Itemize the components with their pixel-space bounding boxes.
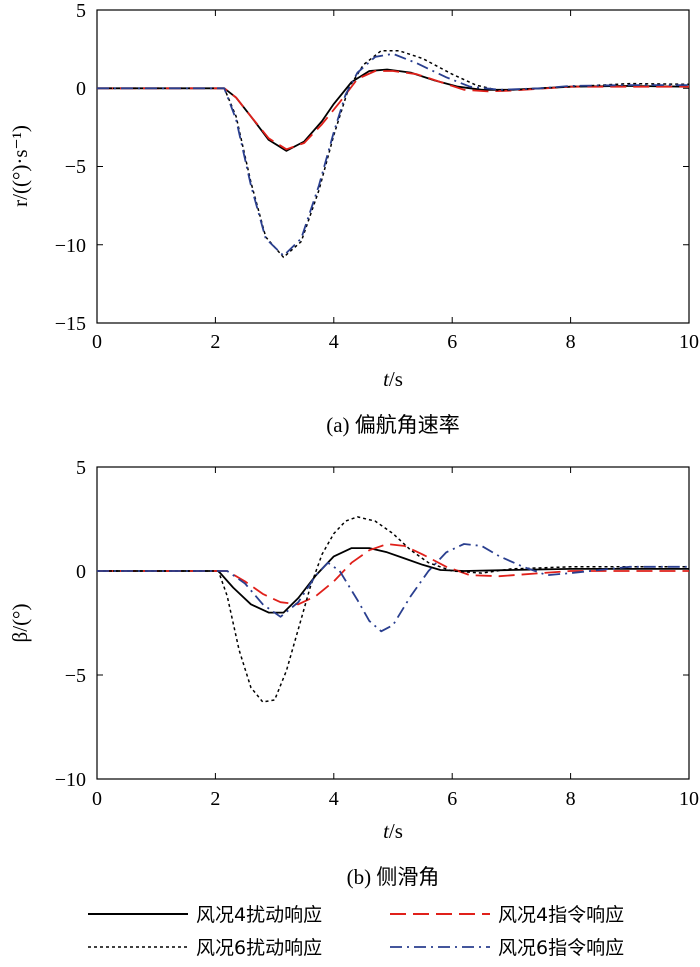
y-tick-labels-b: 5 0 −5 −10	[55, 457, 86, 791]
y-tick-label: −5	[65, 665, 86, 687]
y-tick-label: 0	[76, 561, 86, 583]
legend: 风况4扰动响应 风况4指令响应 风况6扰动响应 风况6指令响应	[88, 904, 624, 959]
series-line-wind6-disturbance	[97, 516, 689, 703]
legend-label-wind4-disturbance: 风况4扰动响应	[196, 904, 322, 926]
panel-sideslip: 0 2 4 6 8 10 5 0 −5 −10 t/s β/(°) (b) 侧滑…	[8, 457, 699, 889]
y-tick-label: 5	[76, 0, 86, 22]
x-axis-label-b: t/s	[383, 819, 403, 843]
x-tick-label: 2	[210, 788, 220, 810]
legend-label-wind6-disturbance: 风况6扰动响应	[196, 937, 322, 959]
plot-frame-b	[96, 466, 690, 780]
ticks-b	[96, 466, 690, 780]
series-line-wind6-command	[97, 543, 689, 633]
x-tick-label: 0	[92, 788, 102, 810]
caption-b: (b) 侧滑角	[347, 865, 440, 889]
x-tick-label: 6	[447, 788, 457, 810]
ticks-a	[96, 9, 690, 324]
x-axis-label-a: t/s	[383, 367, 403, 391]
x-tick-label: 4	[329, 788, 339, 810]
x-tick-label: 10	[679, 788, 699, 810]
series-line-wind6-disturbance	[97, 49, 690, 259]
x-tick-label: 6	[447, 331, 457, 353]
y-tick-labels-a: 5 0 −5 −10 −15	[55, 0, 86, 335]
x-tick-label: 8	[566, 331, 576, 353]
y-axis-label-b: β/(°)	[8, 604, 32, 643]
y-tick-label: 5	[76, 457, 86, 479]
series-line-wind4-disturbance	[97, 547, 689, 614]
series-line-wind4-disturbance	[97, 68, 690, 152]
y-tick-label: −10	[55, 769, 86, 791]
x-tick-label: 8	[566, 788, 576, 810]
x-tick-label: 4	[329, 331, 339, 353]
x-tick-label: 10	[679, 331, 699, 353]
y-axis-label-a: r/((°)·s⁻¹)	[8, 125, 32, 207]
series-line-wind4-command	[97, 70, 689, 151]
y-tick-label: 0	[76, 78, 86, 100]
legend-label-wind6-command: 风况6指令响应	[498, 937, 624, 959]
x-tick-labels-a: 0 2 4 6 8 10	[92, 331, 699, 353]
panel-yaw-rate: 0 2 4 6 8 10 5 0 −5 −10 −15 t/s r/((°)·s…	[8, 0, 699, 437]
series-group-b	[97, 516, 689, 703]
x-tick-labels-b: 0 2 4 6 8 10	[92, 788, 699, 810]
series-group-a	[97, 49, 690, 259]
caption-a: (a) 偏航角速率	[326, 413, 460, 437]
x-tick-label: 0	[92, 331, 102, 353]
legend-label-wind4-command: 风况4指令响应	[498, 904, 624, 926]
series-line-wind6-command	[97, 52, 689, 257]
y-tick-label: −5	[65, 156, 86, 178]
y-tick-label: −10	[55, 235, 86, 257]
y-tick-label: −15	[55, 313, 86, 335]
x-tick-label: 2	[210, 331, 220, 353]
plot-frame-a	[96, 9, 690, 324]
series-line-wind4-command	[97, 543, 689, 606]
